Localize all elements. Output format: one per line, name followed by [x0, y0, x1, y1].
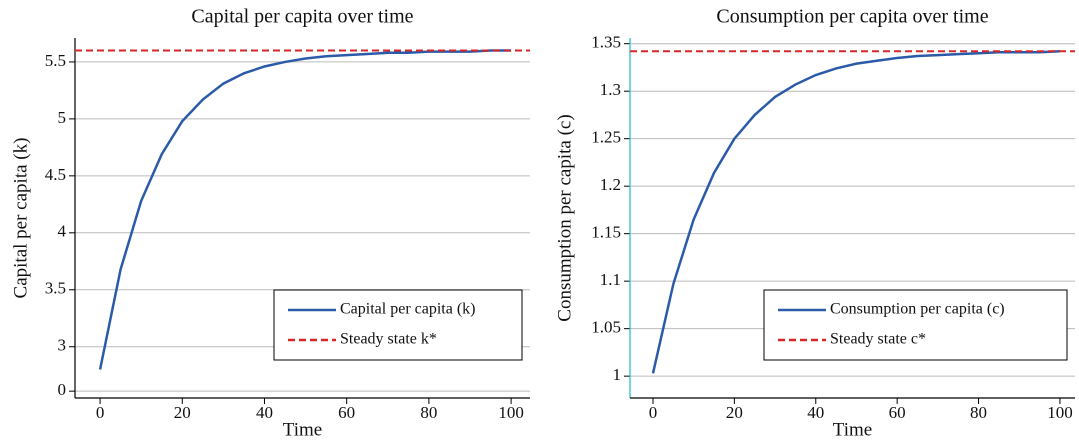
line-series — [98, 49, 512, 370]
y-tick-label: 1.15 — [591, 223, 621, 242]
x-tick-label: 100 — [498, 403, 524, 422]
y-tick-label: 4.5 — [45, 165, 66, 184]
x-tick-label: 80 — [420, 403, 437, 422]
y-tick-label: 0 — [58, 380, 67, 399]
x-tick-label: 60 — [338, 403, 355, 422]
x-tick-label: 0 — [649, 403, 658, 422]
y-tick-label: 3 — [58, 336, 67, 355]
x-tick-label: 0 — [96, 403, 105, 422]
y-axis-label: Consumption per capita (c) — [554, 114, 575, 321]
y-tick-label: 1.2 — [600, 175, 621, 194]
x-tick-label: 60 — [889, 403, 906, 422]
legend-box — [763, 289, 1068, 361]
x-axis-label: Time — [833, 419, 872, 440]
line-series — [651, 50, 1060, 374]
y-tick-label: 1.25 — [591, 128, 621, 147]
y-tick-label: 3.5 — [45, 279, 66, 298]
legend-label: Steady state k* — [340, 331, 437, 348]
legend-label: Steady state c* — [830, 331, 926, 348]
y-tick-label: 4 — [58, 222, 67, 241]
legend-box — [273, 289, 523, 361]
chart-title: Capital per capita over time — [191, 6, 413, 28]
y-tick-label: 1.35 — [591, 33, 621, 52]
y-tick-label: 1.3 — [600, 80, 621, 99]
x-tick-label: 80 — [970, 403, 987, 422]
chart-title: Consumption per capita over time — [716, 6, 988, 28]
x-tick-label: 20 — [726, 403, 743, 422]
x-tick-label: 40 — [256, 403, 273, 422]
y-tick-label: 1.1 — [600, 270, 621, 289]
y-tick-label: 1 — [613, 365, 622, 384]
x-tick-label: 20 — [174, 403, 191, 422]
y-tick-label: 1.05 — [591, 318, 621, 337]
x-axis-label: Time — [283, 419, 322, 440]
y-tick-label: 5.5 — [45, 51, 66, 70]
x-tick-label: 100 — [1047, 403, 1073, 422]
legend-label: Consumption per capita (c) — [830, 301, 1005, 318]
y-tick-label: 5 — [58, 108, 67, 127]
x-tick-label: 40 — [807, 403, 824, 422]
legend-label: Capital per capita (k) — [340, 301, 476, 318]
y-axis-label: Capital per capita (k) — [10, 138, 31, 299]
